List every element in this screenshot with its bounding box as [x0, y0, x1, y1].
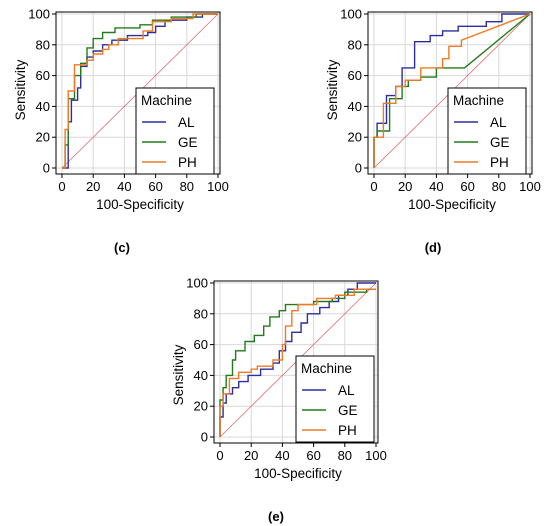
y-tick-label: 100: [186, 276, 208, 291]
y-tick-label: 100: [340, 7, 362, 22]
legend-box: [295, 355, 375, 443]
panel-label: (e): [268, 509, 284, 524]
y-tick-label: 0: [201, 430, 208, 445]
legend-title: Machine: [141, 93, 192, 108]
legend-box: [447, 87, 527, 175]
y-tick-label: 80: [194, 306, 208, 321]
x-axis-label: 100-Specificity: [254, 466, 342, 481]
x-axis-label: 100-Specificity: [96, 197, 184, 212]
legend-label-ge: GE: [490, 135, 510, 150]
roc-curve-ph: [373, 13, 531, 168]
y-tick-label: 40: [348, 99, 362, 114]
x-tick-label: 100: [207, 179, 229, 194]
x-tick-label: 80: [338, 448, 352, 463]
roc-curve-ph: [62, 13, 218, 169]
x-tick-label: 60: [460, 179, 474, 194]
x-tick-label: 0: [58, 179, 65, 194]
legend-label-ge: GE: [178, 135, 198, 150]
y-axis-label: Sensitivity: [13, 59, 28, 120]
legend-label-ph: PH: [490, 155, 509, 170]
roc-panel-c: 0 20 40 60 80 100 0 20 40 60 80 100 100-Specificity S…: [13, 7, 229, 256]
x-tick-label: 0: [216, 448, 223, 463]
y-tick-label: 40: [36, 99, 50, 114]
y-tick-label: 0: [43, 161, 50, 176]
x-tick-label: 80: [492, 179, 506, 194]
y-tick-label: 0: [355, 161, 362, 176]
legend: Machine AL GE PH: [447, 87, 527, 175]
x-tick-label: 60: [306, 448, 320, 463]
y-tick-label: 60: [36, 68, 50, 83]
x-tick-label: 40: [275, 448, 289, 463]
x-tick-label: 40: [429, 179, 443, 194]
legend-title: Machine: [453, 93, 504, 108]
y-tick-label: 20: [36, 130, 50, 145]
legend: Machine AL GE PH: [295, 355, 375, 443]
legend: Machine AL GE PH: [135, 87, 215, 175]
legend-label-al: AL: [490, 115, 507, 130]
x-tick-label: 40: [117, 179, 131, 194]
x-tick-label: 100: [519, 179, 541, 194]
y-tick-label: 100: [28, 7, 50, 22]
legend-label-al: AL: [178, 115, 195, 130]
panel-label: (c): [114, 240, 130, 255]
legend-box: [135, 87, 215, 175]
y-tick-label: 40: [194, 368, 208, 383]
plot-border: [213, 280, 379, 444]
y-tick-label: 60: [348, 68, 362, 83]
x-tick-label: 60: [148, 179, 162, 194]
legend-label-ph: PH: [338, 423, 357, 438]
x-tick-label: 0: [370, 179, 377, 194]
roc-panel-e: 0 20 40 60 80 100 0 20 40 60 80 100 100-Specificity S…: [171, 276, 387, 525]
y-tick-label: 20: [194, 399, 208, 414]
x-tick-label: 20: [398, 179, 412, 194]
roc-panel-d: 0 20 40 60 80 100 0 20 40 60 80 100 100-Specificity S…: [325, 7, 541, 256]
y-tick-label: 60: [194, 337, 208, 352]
roc-curve-ge: [62, 13, 218, 169]
x-tick-label: 20: [244, 448, 258, 463]
legend-label-al: AL: [338, 383, 355, 398]
y-axis-label: Sensitivity: [171, 344, 186, 405]
legend-label-ph: PH: [178, 155, 197, 170]
roc-curve-al: [219, 282, 376, 437]
legend-label-ge: GE: [338, 403, 358, 418]
x-tick-label: 20: [86, 179, 100, 194]
y-tick-label: 80: [36, 37, 50, 52]
y-tick-label: 80: [348, 37, 362, 52]
y-tick-label: 20: [348, 130, 362, 145]
panel-label: (d): [425, 240, 442, 255]
x-axis-label: 100-Specificity: [408, 197, 496, 212]
y-axis-label: Sensitivity: [325, 59, 340, 120]
x-tick-label: 100: [365, 448, 387, 463]
legend-title: Machine: [301, 361, 352, 376]
x-tick-label: 80: [180, 179, 194, 194]
roc-curve-ph: [219, 288, 376, 437]
